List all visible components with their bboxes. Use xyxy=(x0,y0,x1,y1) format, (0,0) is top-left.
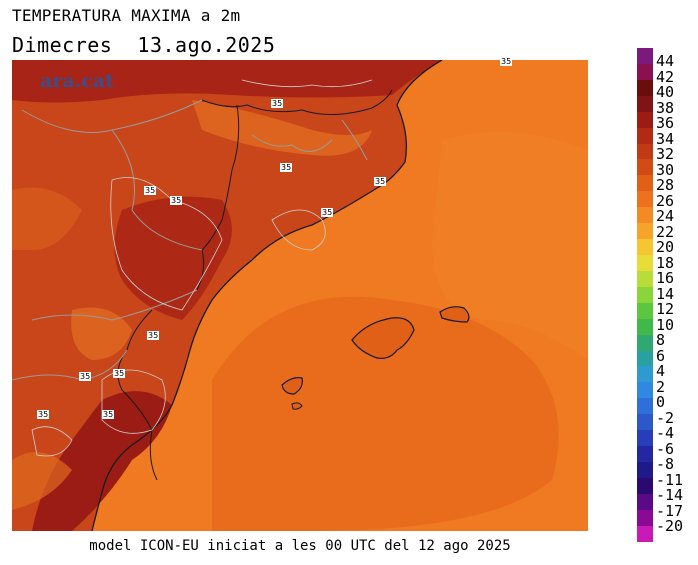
colorbar-tick-label: 4 xyxy=(656,362,666,380)
colorbar-tick-label: 2 xyxy=(656,377,666,396)
colorbar-swatch xyxy=(637,63,653,80)
colorbar-tick-label: 10 xyxy=(656,315,675,334)
model-footer: model ICON-EU iniciat a les 00 UTC del 1… xyxy=(89,538,511,554)
colorbar-tick-label: -14 xyxy=(656,486,684,504)
colorbar-swatch xyxy=(637,334,653,351)
colorbar-tick-label: 16 xyxy=(656,269,675,287)
colorbar-swatch xyxy=(637,191,653,208)
colorbar-swatch xyxy=(637,350,653,367)
colorbar-swatch xyxy=(637,254,653,271)
colorbar-swatch xyxy=(637,79,653,96)
colorbar-swatch xyxy=(637,302,653,319)
colorbar-tick-label: -2 xyxy=(656,408,675,427)
colorbar-tick-label: -17 xyxy=(656,501,684,520)
colorbar-tick-label: 6 xyxy=(656,346,666,365)
colorbar-tick-label: 38 xyxy=(656,98,675,117)
contour-label: 35 xyxy=(144,186,157,195)
coastline xyxy=(91,60,443,531)
colorbar-tick-label: 20 xyxy=(656,238,675,256)
colorbar-swatch xyxy=(637,493,653,510)
temperature-map xyxy=(12,60,588,531)
colorbar-tick-label: -4 xyxy=(656,424,675,442)
colorbar-tick-label: 30 xyxy=(656,160,675,179)
colorbar-tick-label: 8 xyxy=(656,331,666,349)
land-hot-south xyxy=(32,391,172,531)
colorbar-swatch xyxy=(637,398,653,415)
colorbar-tick-label: 12 xyxy=(656,300,675,318)
colorbar-swatch xyxy=(637,159,653,176)
colorbar-tick-label: -11 xyxy=(656,470,684,489)
colorbar-tick-label: 44 xyxy=(656,52,675,70)
colorbar-tick-label: 18 xyxy=(656,253,675,272)
contour-label: 35 xyxy=(79,372,92,381)
contour-35 xyxy=(31,79,373,457)
colorbar-tick-label: 34 xyxy=(656,129,675,148)
map-title: TEMPERATURA MAXIMA a 2m xyxy=(12,6,241,25)
land-mild-southwest xyxy=(12,452,72,510)
colorbar-swatch xyxy=(637,143,653,160)
colorbar-swatch xyxy=(637,477,653,494)
contour-label: 35 xyxy=(102,410,115,419)
colorbar-tick-label: 0 xyxy=(656,393,666,411)
colorbar xyxy=(637,48,653,542)
sea-shade-inner xyxy=(212,296,559,531)
colorbar-swatch xyxy=(637,461,653,478)
colorbar-swatch xyxy=(637,318,653,335)
colorbar-tick-label: 22 xyxy=(656,222,675,241)
colorbar-swatch xyxy=(637,430,653,447)
colorbar-tick-label: -8 xyxy=(656,455,675,473)
colorbar-tick-label: -6 xyxy=(656,439,675,458)
colorbar-swatch xyxy=(637,286,653,303)
colorbar-tick-label: 32 xyxy=(656,145,675,163)
contour-label: 35 xyxy=(113,369,126,378)
colorbar-tick-label: 26 xyxy=(656,191,675,210)
colorbar-swatch xyxy=(637,175,653,192)
colorbar-swatch xyxy=(637,270,653,287)
colorbar-swatch xyxy=(637,207,653,224)
contour-label: 35 xyxy=(170,196,183,205)
colorbar-swatch xyxy=(637,446,653,462)
border-line-west xyxy=(196,104,240,291)
land-mild-pyrenees xyxy=(192,100,372,156)
colorbar-swatch xyxy=(637,509,653,526)
colorbar-tick-label: 24 xyxy=(656,207,675,225)
sea-shade-east xyxy=(432,132,588,360)
colorbar-tick-label: 36 xyxy=(656,114,675,132)
contour-label: 35 xyxy=(271,99,284,108)
island-mallorca xyxy=(351,317,415,359)
contour-label: 35 xyxy=(321,208,334,217)
contour-label: 35 xyxy=(500,57,513,66)
colorbar-swatch xyxy=(637,366,653,383)
border-line-south xyxy=(117,309,158,481)
colorbar-swatch xyxy=(637,95,653,112)
colorbar-swatch xyxy=(637,48,653,64)
colorbar-swatch xyxy=(637,223,653,240)
contour-label: 35 xyxy=(374,177,387,186)
colorbar-tick-label: -20 xyxy=(656,517,684,535)
land-hot-valley xyxy=(114,196,232,320)
contour-label: 35 xyxy=(280,163,293,172)
colorbar-swatch xyxy=(637,127,653,144)
colorbar-tick-label: 28 xyxy=(656,176,675,194)
map-date: Dimecres 13.ago.2025 xyxy=(12,33,276,57)
colorbar-tick-label: 40 xyxy=(656,83,675,101)
border-line-north xyxy=(201,89,393,116)
colorbar-tick-label: 42 xyxy=(656,67,675,86)
colorbar-tick-label: 14 xyxy=(656,284,675,303)
contour-label: 35 xyxy=(37,410,50,419)
island-menorca xyxy=(439,306,470,323)
land-mild-west xyxy=(12,187,82,250)
colorbar-swatch xyxy=(637,414,653,431)
ara-cat-logo: ara.cat xyxy=(40,70,114,92)
land-mild-central xyxy=(71,307,132,360)
colorbar-swatch xyxy=(637,382,653,399)
island-formentera xyxy=(291,402,303,410)
colorbar-swatch xyxy=(637,111,653,128)
colorbar-swatch xyxy=(637,239,653,255)
land-hot-north xyxy=(12,60,442,103)
island-ibiza xyxy=(281,377,303,395)
contour-label: 35 xyxy=(147,331,160,340)
colorbar-swatch xyxy=(637,525,653,542)
